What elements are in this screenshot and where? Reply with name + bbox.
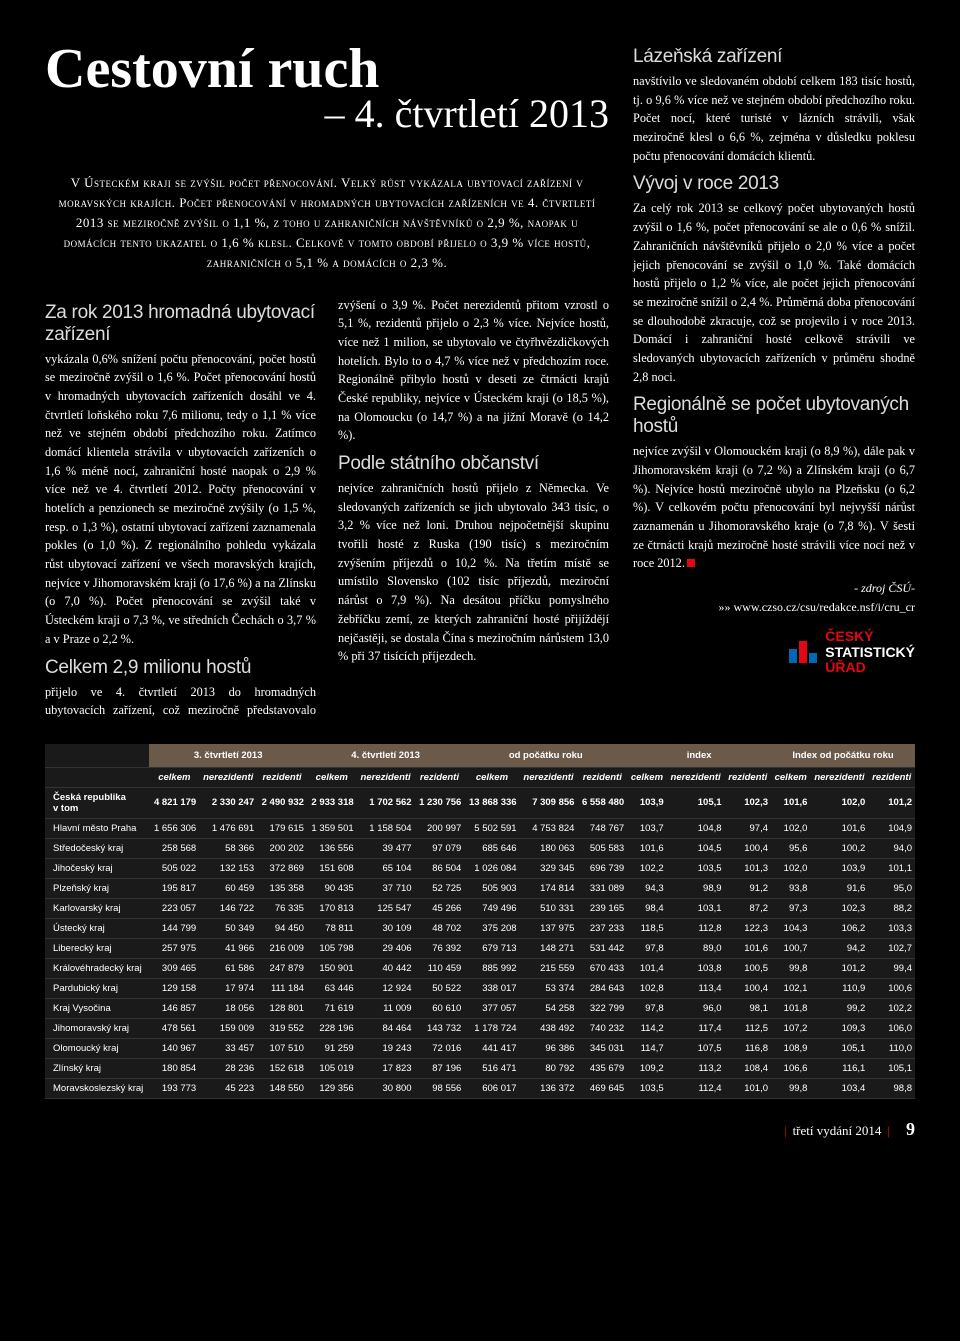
source-link[interactable]: www.czso.cz/csu/redakce.nsf/i/cru_cr — [633, 600, 915, 615]
body-text: vykázala 0,6% snížení počtu přenocování,… — [45, 350, 316, 649]
body-text: nejvíce zahraničních hostů přijelo z Něm… — [338, 479, 609, 666]
section-heading: Vývoj v roce 2013 — [633, 173, 915, 195]
body-text: nejvíce zvýšil v Olomouckém kraji (o 8,9… — [633, 442, 915, 573]
section-heading: Podle státního občanství — [338, 453, 609, 475]
body-text: Za celý rok 2013 se celkový počet ubytov… — [633, 199, 915, 386]
source-text: - zdroj ČSÚ- — [633, 581, 915, 596]
page-footer: |třetí vydání 2014|9 — [45, 1119, 915, 1140]
data-table: 3. čtvrtletí 20134. čtvrtletí 2013od poč… — [45, 744, 915, 1099]
csu-logo: ČESKÝSTATISTICKÝÚŘAD — [633, 629, 915, 675]
body-text: navštívilo ve sledovaném období celkem 1… — [633, 72, 915, 165]
section-heading: Regionálně se počet ubytovaných hostů — [633, 394, 915, 438]
section-heading: Celkem 2,9 milionu hostů — [45, 657, 316, 679]
page-title: Cestovní ruch – 4. čtvrtletí 2013 — [45, 40, 609, 155]
intro-text: V Ústeckém kraji se zvýšil počet přenoco… — [45, 173, 609, 274]
section-heading: Lázeňská zařízení — [633, 46, 915, 68]
section-heading: Za rok 2013 hromadná ubytovací zařízení — [45, 302, 316, 346]
